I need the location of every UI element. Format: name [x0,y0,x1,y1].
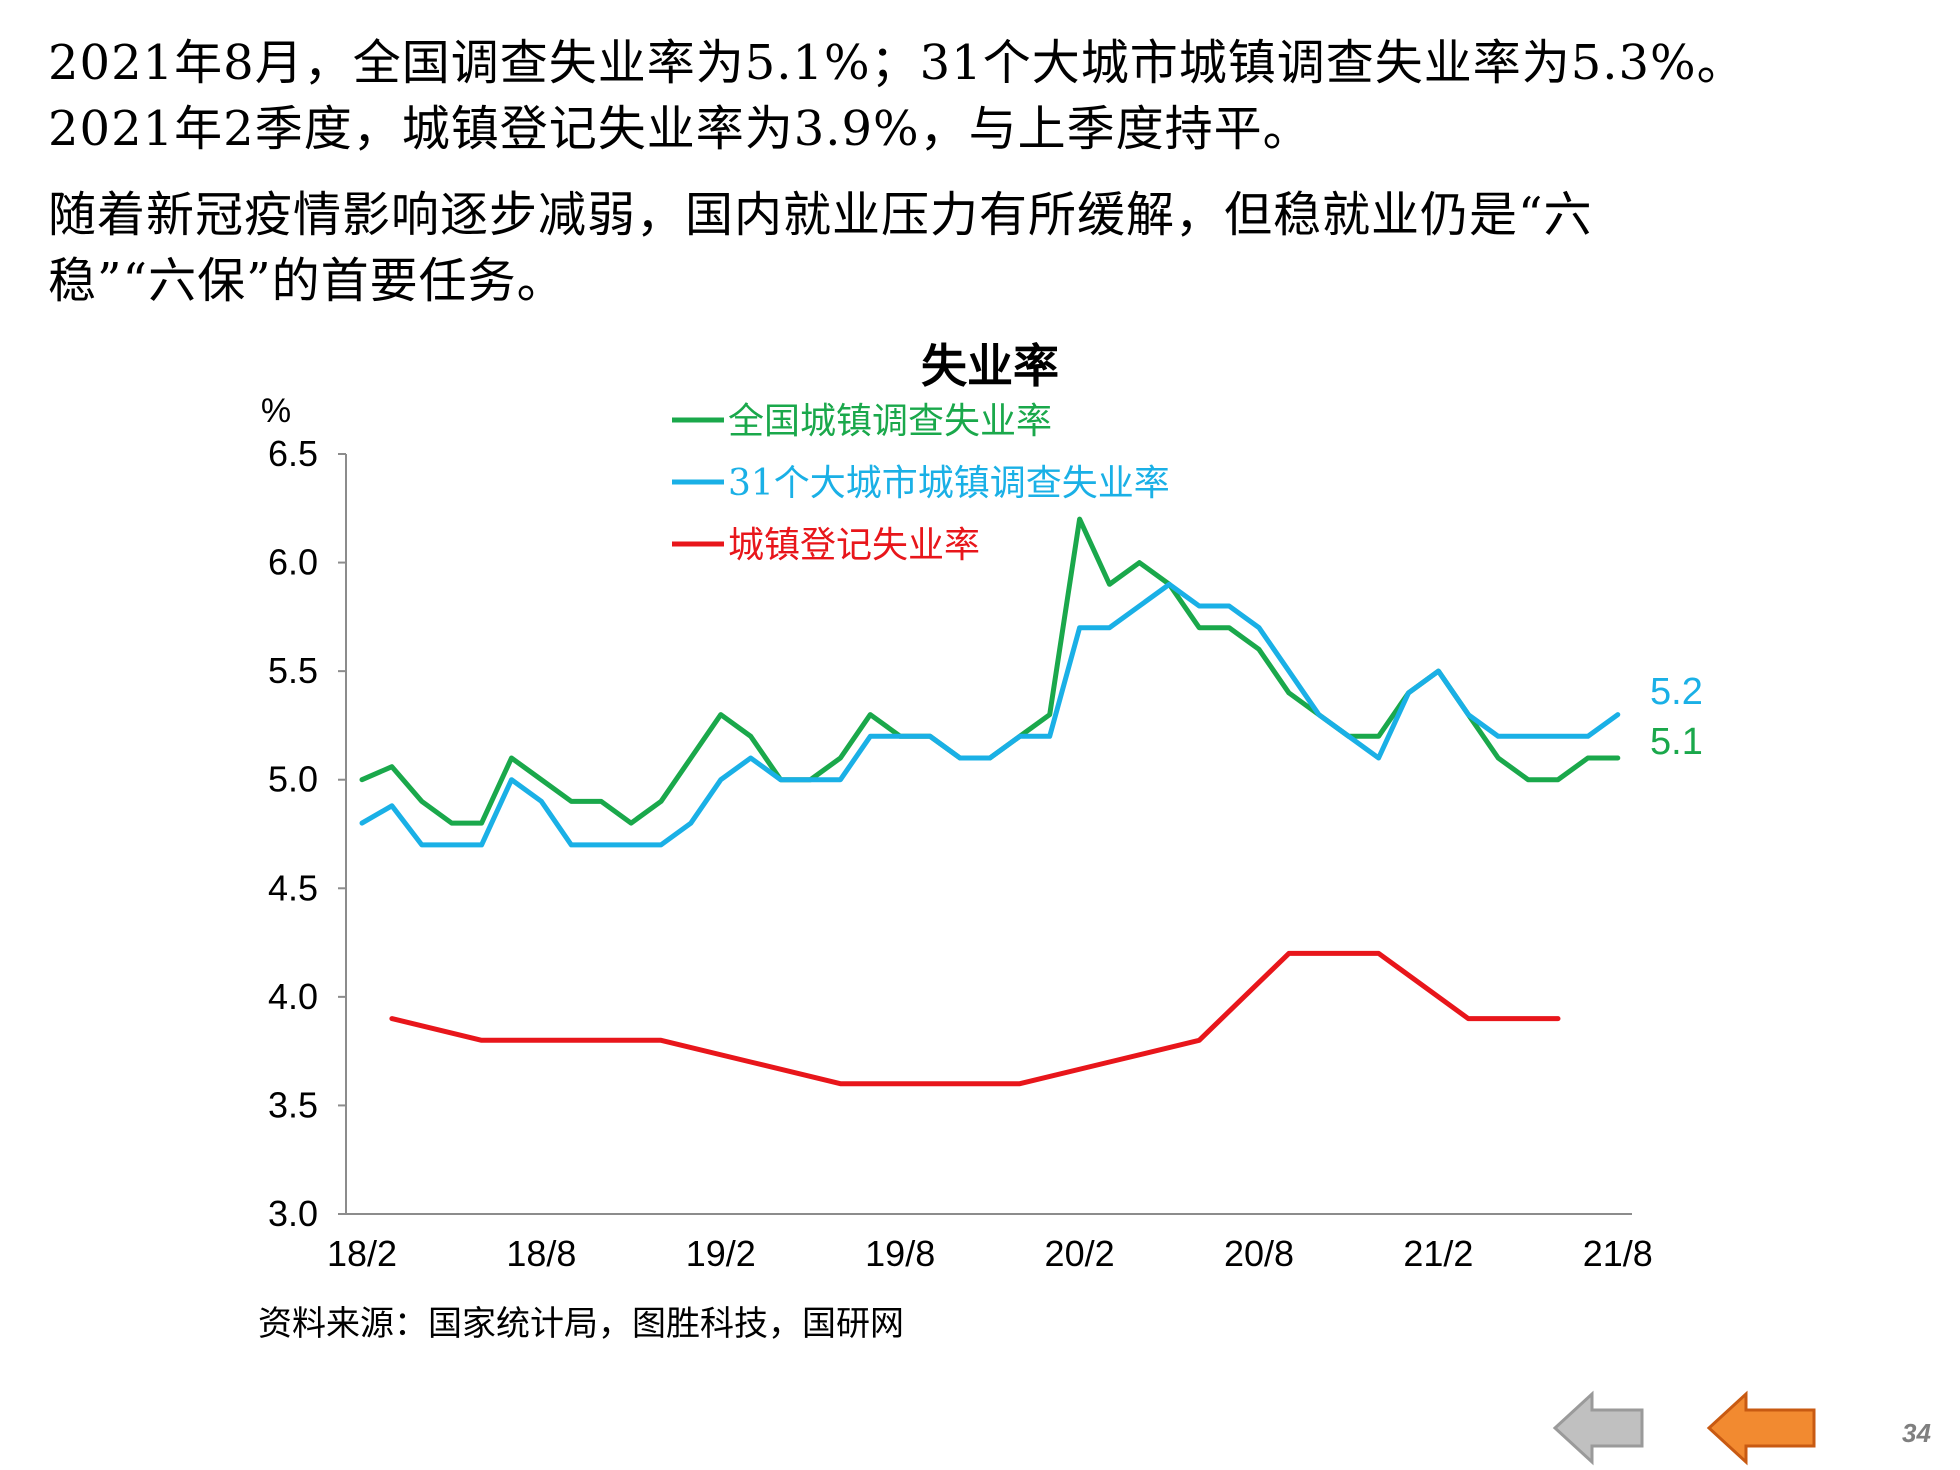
y-tick-label: 6.5 [268,433,318,474]
y-axis-unit-label: % [261,392,291,430]
source-note: 资料来源：国家统计局，图胜科技，国研网 [258,1304,904,1344]
y-tick-label: 4.0 [268,976,318,1017]
y-tick-label: 5.5 [268,650,318,691]
x-tick-label: 19/2 [686,1233,756,1274]
legend-label: 城镇登记失业率 [728,525,980,566]
x-tick-label: 18/2 [327,1233,397,1274]
headline-text-line-1: 2021年8月，全国调查失业率为5.1%；31个大城市城镇调查失业率为5.3%。 [48,35,1746,91]
legend-label: 全国城镇调查失业率 [728,401,1052,442]
end-value-label: 5.1 [1650,721,1703,763]
x-tick-label: 21/2 [1403,1233,1473,1274]
previous-page-button[interactable] [1552,1390,1648,1466]
y-tick-label: 3.5 [268,1084,318,1125]
x-tick-label: 19/8 [865,1233,935,1274]
chart-axes: 3.0 3.5 4.0 4.5 5.0 5.5 6.0 6.5 18/2 18/8 19/2 19/8… [268,433,1653,1274]
body-text-line-1: 随着新冠疫情影响逐步减弱，国内就业压力有所缓解，但稳就业仍是“六 [48,187,1593,243]
chart-title: 失业率 [921,340,1059,392]
x-tick-label: 20/8 [1224,1233,1294,1274]
unemployment-line-chart: 失业率 % 3.0 3.5 4.0 4.5 5.0 5.5 6.0 6.5 18/2 18/8 19… [261,340,1703,1274]
chart-series [359,516,1621,1087]
arrow-left-icon [1552,1390,1644,1466]
y-tick-label: 3.0 [268,1193,318,1234]
x-tick-label: 20/2 [1045,1233,1115,1274]
series-line-2 [359,581,1621,848]
x-tick-label: 21/8 [1583,1233,1653,1274]
end-value-label: 5.2 [1650,671,1703,713]
y-tick-label: 5.0 [268,759,318,800]
x-tick-label: 18/8 [506,1233,576,1274]
series-line-1 [359,516,1621,826]
page-number: 34 [1902,1418,1931,1448]
next-page-button[interactable] [1706,1390,1820,1466]
chart-end-labels: 5.25.1 [1650,671,1703,763]
series-line-3 [389,950,1561,1087]
body-text-line-2: 稳”“六保”的首要任务。 [48,253,566,309]
legend-label: 31个大城市城镇调查失业率 [728,463,1170,504]
headline-text-line-2: 2021年2季度，城镇登记失业率为3.9%，与上季度持平。 [48,101,1312,157]
y-tick-label: 6.0 [268,542,318,583]
arrow-left-icon [1706,1390,1816,1466]
y-tick-label: 4.5 [268,867,318,908]
